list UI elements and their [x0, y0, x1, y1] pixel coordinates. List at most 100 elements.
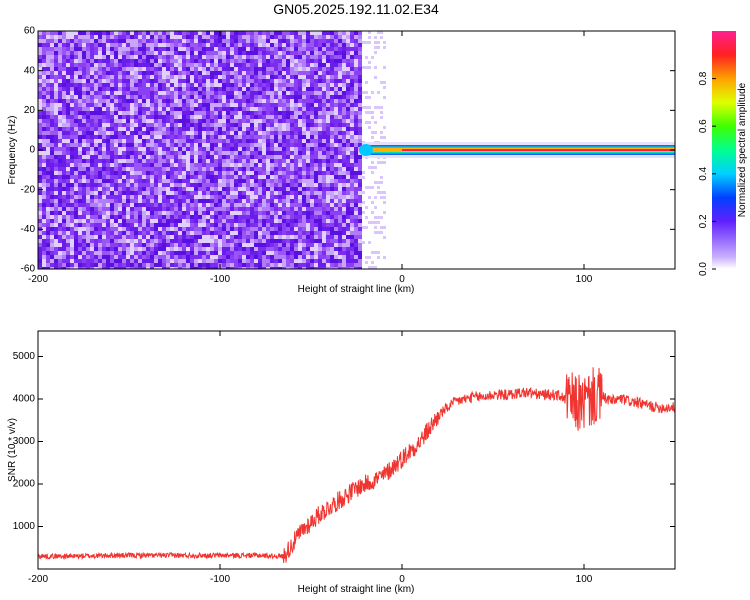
heatmap-noise-cell [282, 231, 286, 235]
figure-title: GN05.2025.192.11.02.E34 [273, 1, 439, 17]
heatmap-noise-cell [78, 207, 82, 211]
heatmap-noise-cell [282, 111, 286, 115]
heatmap-noise-cell [154, 35, 158, 39]
heatmap-noise-cell [170, 155, 174, 159]
heatmap-noise-cell [234, 247, 238, 251]
heatmap-noise-cell [70, 35, 74, 39]
heatmap-noise-cell [206, 95, 210, 99]
heatmap-noise-cell [306, 191, 310, 195]
heatmap-noise-cell [70, 119, 74, 123]
heatmap-noise-cell [62, 87, 66, 91]
heatmap-noise-cell [262, 123, 266, 127]
heatmap-noise-cell [354, 167, 358, 171]
heatmap-noise-cell [326, 91, 330, 95]
heatmap-noise-cell [86, 191, 90, 195]
heatmap-noise-cell [146, 135, 150, 139]
heatmap-noise-cell [174, 91, 178, 95]
heatmap-noise-cell [222, 103, 226, 107]
heatmap-noise-cell [374, 226, 377, 229]
heatmap-noise-cell [42, 107, 46, 111]
heatmap-noise-cell [142, 107, 146, 111]
heatmap-noise-cell [46, 147, 50, 151]
heatmap-noise-cell [62, 63, 66, 67]
heatmap-noise-cell [350, 227, 354, 231]
heatmap-noise-cell [254, 87, 258, 91]
heatmap-noise-cell [106, 39, 110, 43]
heatmap-noise-cell [302, 179, 306, 183]
heatmap-noise-cell [338, 163, 342, 167]
heatmap-noise-cell [62, 231, 66, 235]
heatmap-noise-cell [274, 139, 278, 143]
heatmap-noise-cell [294, 35, 298, 39]
heatmap-noise-cell [122, 195, 126, 199]
heatmap-noise-cell [310, 59, 314, 63]
heatmap-noise-cell [130, 107, 134, 111]
heatmap-noise-cell [330, 263, 334, 267]
heatmap-noise-cell [162, 139, 166, 143]
heatmap-noise-cell [282, 127, 286, 131]
heatmap-noise-cell [74, 75, 78, 79]
heatmap-noise-cell [278, 223, 282, 227]
heatmap-noise-cell [306, 195, 310, 199]
heatmap-noise-cell [282, 107, 286, 111]
heatmap-noise-cell [242, 67, 246, 71]
heatmap-noise-cell [338, 187, 342, 191]
heatmap-noise-cell [190, 179, 194, 183]
heatmap-noise-cell [114, 107, 118, 111]
heatmap-noise-cell [318, 103, 322, 107]
heatmap-noise-cell [94, 251, 98, 255]
heatmap-noise-cell [202, 71, 206, 75]
heatmap-noise-cell [54, 51, 58, 55]
heatmap-noise-cell [38, 251, 42, 255]
heatmap-noise-cell [350, 267, 354, 269]
heatmap-noise-cell [58, 159, 62, 163]
heatmap-noise-cell [234, 63, 238, 67]
heatmap-noise-cell [350, 215, 354, 219]
heatmap-noise-cell [222, 43, 226, 47]
heatmap-noise-cell [134, 119, 138, 123]
heatmap-noise-cell [258, 111, 262, 115]
heatmap-noise-cell [50, 151, 54, 155]
heatmap-noise-cell [178, 155, 182, 159]
heatmap-noise-cell [383, 256, 386, 259]
heatmap-noise-cell [278, 211, 282, 215]
heatmap-noise-cell [122, 131, 126, 135]
heatmap-noise-cell [162, 135, 166, 139]
heatmap-noise-cell [254, 263, 258, 267]
heatmap-noise-cell [222, 267, 226, 269]
heatmap-noise-cell [58, 251, 62, 255]
heatmap-noise-cell [334, 119, 338, 123]
heatmap-noise-cell [86, 243, 90, 247]
heatmap-noise-cell [262, 143, 266, 147]
heatmap-noise-cell [154, 247, 158, 251]
heatmap-noise-cell [154, 155, 158, 159]
heatmap-noise-cell [126, 159, 130, 163]
heatmap-noise-cell [365, 216, 368, 219]
heatmap-noise-cell [358, 31, 362, 35]
heatmap-noise-cell [254, 195, 258, 199]
heatmap-noise-cell [334, 231, 338, 235]
heatmap-noise-cell [282, 211, 286, 215]
heatmap-noise-cell [162, 195, 166, 199]
heatmap-noise-cell [298, 87, 302, 91]
heatmap-noise-cell [222, 263, 226, 267]
heatmap-noise-cell [330, 119, 334, 123]
heatmap-noise-cell [310, 131, 314, 135]
heatmap-noise-cell [354, 195, 358, 199]
heatmap-noise-cell [142, 171, 146, 175]
heatmap-noise-cell [74, 95, 78, 99]
heatmap-noise-cell [210, 223, 214, 227]
heatmap-noise-cell [182, 55, 186, 59]
heatmap-noise-cell [330, 151, 334, 155]
heatmap-noise-cell [178, 199, 182, 203]
heatmap-noise-cell [70, 231, 74, 235]
heatmap-noise-cell [38, 75, 42, 79]
heatmap-noise-cell [122, 31, 126, 35]
heatmap-noise-cell [258, 35, 262, 39]
heatmap-noise-cell [58, 83, 62, 87]
heatmap-noise-cell [250, 63, 254, 67]
heatmap-noise-cell [354, 243, 358, 247]
heatmap-noise-cell [130, 155, 134, 159]
heatmap-noise-cell [254, 171, 258, 175]
heatmap-noise-cell [322, 159, 326, 163]
